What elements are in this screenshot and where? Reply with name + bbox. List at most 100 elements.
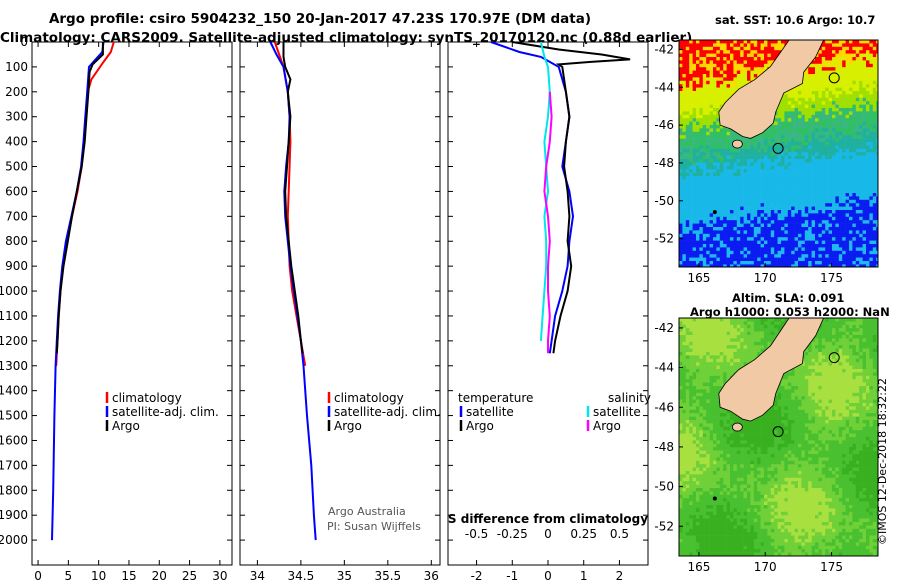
x-tick-label-temp: 25 bbox=[182, 569, 197, 580]
sla-map-title2: Argo h1000: 0.053 h2000: NaN bbox=[690, 305, 890, 319]
x-tick-label-diff: 1 bbox=[580, 569, 588, 580]
map-y-tick-label-sla: -48 bbox=[654, 440, 674, 454]
legend-diff-temp-argo: Argo bbox=[466, 419, 494, 433]
x2-tick-label: 0 bbox=[544, 527, 552, 541]
map-y-tick-label-sst: -50 bbox=[654, 194, 674, 208]
y-tick-label: 0 bbox=[20, 35, 28, 49]
y-tick-label: 1900 bbox=[0, 508, 28, 522]
legend-temp-0: climatology bbox=[112, 391, 182, 405]
map-x-tick-label-sst: 170 bbox=[754, 271, 777, 285]
series-line-sal-climatology bbox=[273, 41, 307, 366]
y-tick-label: 1300 bbox=[0, 359, 28, 373]
legend-sal-2: Argo bbox=[334, 419, 362, 433]
land-stewart-island bbox=[731, 422, 743, 432]
x-tick-label-diff: 2 bbox=[616, 569, 624, 580]
sst-map-title: sat. SST: 10.6 Argo: 10.7 bbox=[715, 13, 876, 27]
y-tick-label: 700 bbox=[5, 209, 28, 223]
x2-tick-label: 0.25 bbox=[570, 527, 597, 541]
chart-title-line1: Argo profile: csiro 5904232_150 20-Jan-2… bbox=[48, 11, 592, 27]
argo-location-marker bbox=[772, 426, 784, 438]
series-line-diff-t-satellite bbox=[490, 41, 575, 354]
legend-diff-temp-sat: satellite bbox=[466, 405, 514, 419]
x2-tick-label: 0.5 bbox=[610, 527, 629, 541]
x-tick-label-diff: -2 bbox=[471, 569, 483, 580]
map-y-tick-label-sla: -52 bbox=[654, 519, 674, 533]
y-tick-label: 1400 bbox=[0, 384, 28, 398]
map-sla bbox=[679, 318, 878, 556]
x-tick-label-temp: 15 bbox=[121, 569, 136, 580]
sla-map-title1: Altim. SLA: 0.091 bbox=[732, 291, 845, 305]
y-tick-label: 1800 bbox=[0, 483, 28, 497]
legend-temp-2: Argo bbox=[112, 419, 140, 433]
x2-axis-label: S difference from climatology bbox=[448, 512, 648, 526]
axis-frame-sal bbox=[239, 41, 441, 566]
map-y-tick-label-sst: -48 bbox=[654, 156, 674, 170]
map-sst bbox=[679, 40, 878, 267]
y-tick-label: 400 bbox=[5, 135, 28, 149]
x-tick-label-sal: 35 bbox=[337, 569, 352, 580]
x-tick-label-temp: 20 bbox=[152, 569, 167, 580]
legend-temp-1: satellite-adj. clim. bbox=[112, 405, 219, 419]
y-tick-label: 300 bbox=[5, 110, 28, 124]
legend-diff-sal-sat: satellite bbox=[593, 405, 641, 419]
series-line-temp-argo bbox=[55, 42, 104, 354]
x-tick-label-temp: 30 bbox=[212, 569, 227, 580]
x-tick-label-sal: 34 bbox=[250, 569, 265, 580]
map-y-tick-label-sst: -46 bbox=[654, 118, 674, 132]
y-tick-label: 500 bbox=[5, 160, 28, 174]
series-line-temp-climatology bbox=[55, 41, 115, 366]
y-tick-label: 800 bbox=[5, 234, 28, 248]
series-line-sal-argo bbox=[282, 42, 304, 354]
y-tick-label: 1100 bbox=[0, 309, 28, 323]
legend-diff-sal-title: salinity bbox=[608, 391, 651, 405]
series-line-diff-t-argo bbox=[512, 41, 631, 354]
map-x-tick-label-sst: 175 bbox=[820, 271, 843, 285]
x2-tick-label: -0.5 bbox=[465, 527, 488, 541]
x2-tick-label: -0.25 bbox=[497, 527, 528, 541]
land-south-island bbox=[718, 40, 825, 139]
legend-sal-1: satellite-adj. clim. bbox=[334, 405, 441, 419]
x-tick-label-temp: 5 bbox=[65, 569, 73, 580]
axis-frame-temp bbox=[31, 41, 233, 566]
map-y-tick-label-sst: -44 bbox=[654, 80, 674, 94]
land-stewart-island bbox=[731, 139, 743, 149]
y-tick-label: 100 bbox=[5, 60, 28, 74]
argo-location-marker bbox=[772, 142, 784, 154]
y-tick-label: 1500 bbox=[0, 409, 28, 423]
map-y-tick-label-sla: -42 bbox=[654, 321, 674, 335]
x-tick-label-diff: -1 bbox=[506, 569, 518, 580]
land-auckland-islands bbox=[712, 210, 717, 215]
legend-diff-sal-argo: Argo bbox=[593, 419, 621, 433]
map-x-tick-label-sla: 175 bbox=[820, 560, 843, 574]
y-tick-label: 1200 bbox=[0, 334, 28, 348]
series-line-diff-s-satellite bbox=[539, 41, 551, 341]
series-line-diff-s-argo bbox=[543, 91, 553, 354]
map-x-tick-label-sla: 165 bbox=[687, 560, 710, 574]
land-south-island bbox=[718, 318, 825, 422]
y-tick-label: 900 bbox=[5, 259, 28, 273]
x-tick-label-diff: 0 bbox=[544, 569, 552, 580]
y-tick-label: 2000 bbox=[0, 533, 28, 547]
map-y-tick-label-sst: -42 bbox=[654, 42, 674, 56]
map-contour-marker bbox=[828, 72, 840, 84]
x-tick-label-sal: 34.5 bbox=[288, 569, 315, 580]
map-y-tick-label-sla: -44 bbox=[654, 361, 674, 375]
x-tick-label-sal: 36 bbox=[424, 569, 439, 580]
map-y-tick-label-sst: -52 bbox=[654, 232, 674, 246]
y-tick-label: 200 bbox=[5, 85, 28, 99]
y-tick-label: 1600 bbox=[0, 433, 28, 447]
y-tick-label: 1000 bbox=[0, 284, 28, 298]
map-x-tick-label-sla: 170 bbox=[754, 560, 777, 574]
x-tick-label-temp: 10 bbox=[91, 569, 106, 580]
credit-line1: Argo Australia bbox=[328, 505, 406, 518]
map-y-tick-label-sla: -50 bbox=[654, 480, 674, 494]
series-line-sal-satellite-adj-clim- bbox=[269, 41, 317, 541]
y-tick-label: 600 bbox=[5, 184, 28, 198]
map-frame-sla bbox=[678, 317, 879, 557]
map-x-tick-label-sst: 165 bbox=[687, 271, 710, 285]
credit-line2: PI: Susan Wijffels bbox=[327, 520, 421, 533]
legend-sal-0: climatology bbox=[334, 391, 404, 405]
y-tick-label: 1700 bbox=[0, 458, 28, 472]
map-contour-marker bbox=[828, 352, 840, 364]
